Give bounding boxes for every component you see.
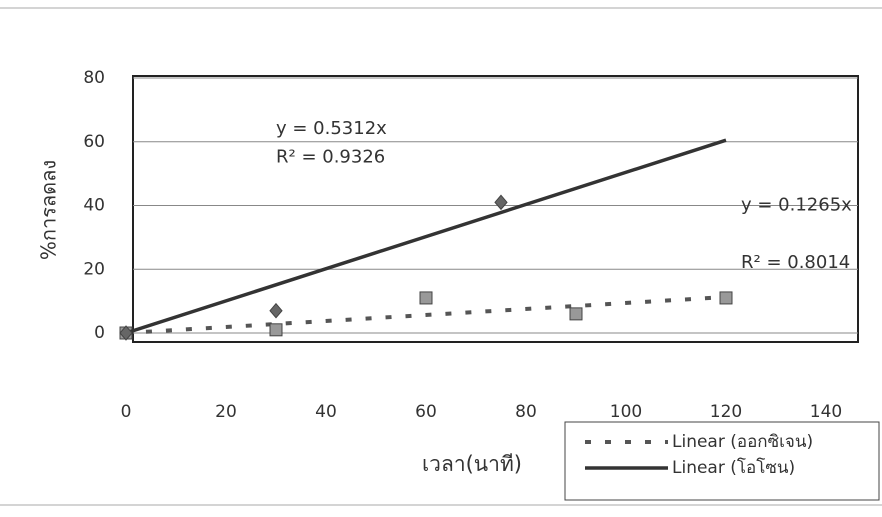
point — [270, 324, 282, 336]
y-axis-label: %การลดลง — [37, 160, 61, 260]
x-axis-label: เวลา(นาที) — [422, 452, 522, 476]
x-tick-label: 140 — [810, 402, 842, 422]
y-tick-label: 80 — [83, 68, 105, 88]
annotation: y = 0.1265x — [741, 195, 852, 216]
x-tick-label: 0 — [121, 402, 132, 422]
point — [570, 308, 582, 320]
chart: %การลดลง เวลา(นาที) 0 20 40 60 80 0 20 40 60 80 10… — [0, 0, 882, 517]
y-tick-label: 0 — [94, 323, 105, 343]
x-tick-label: 40 — [315, 402, 337, 422]
x-tick-label: 20 — [215, 402, 237, 422]
point — [495, 195, 507, 209]
annotation: y = 0.5312x — [276, 118, 387, 139]
point — [270, 304, 282, 318]
y-tick-label: 20 — [83, 259, 105, 279]
y-tick-label: 40 — [83, 196, 105, 216]
legend-label: Linear (ออกซิเจน) — [672, 432, 813, 452]
point — [720, 292, 732, 304]
x-tick-label: 100 — [610, 402, 642, 422]
y-tick-label: 60 — [83, 132, 105, 152]
x-tick-label: 80 — [515, 402, 537, 422]
x-tick-label: 120 — [710, 402, 742, 422]
annotation: R² = 0.8014 — [741, 252, 850, 273]
x-tick-label: 60 — [415, 402, 437, 422]
point — [420, 292, 432, 304]
annotation: R² = 0.9326 — [276, 147, 385, 168]
legend-label: Linear (โอโซน) — [672, 457, 795, 478]
